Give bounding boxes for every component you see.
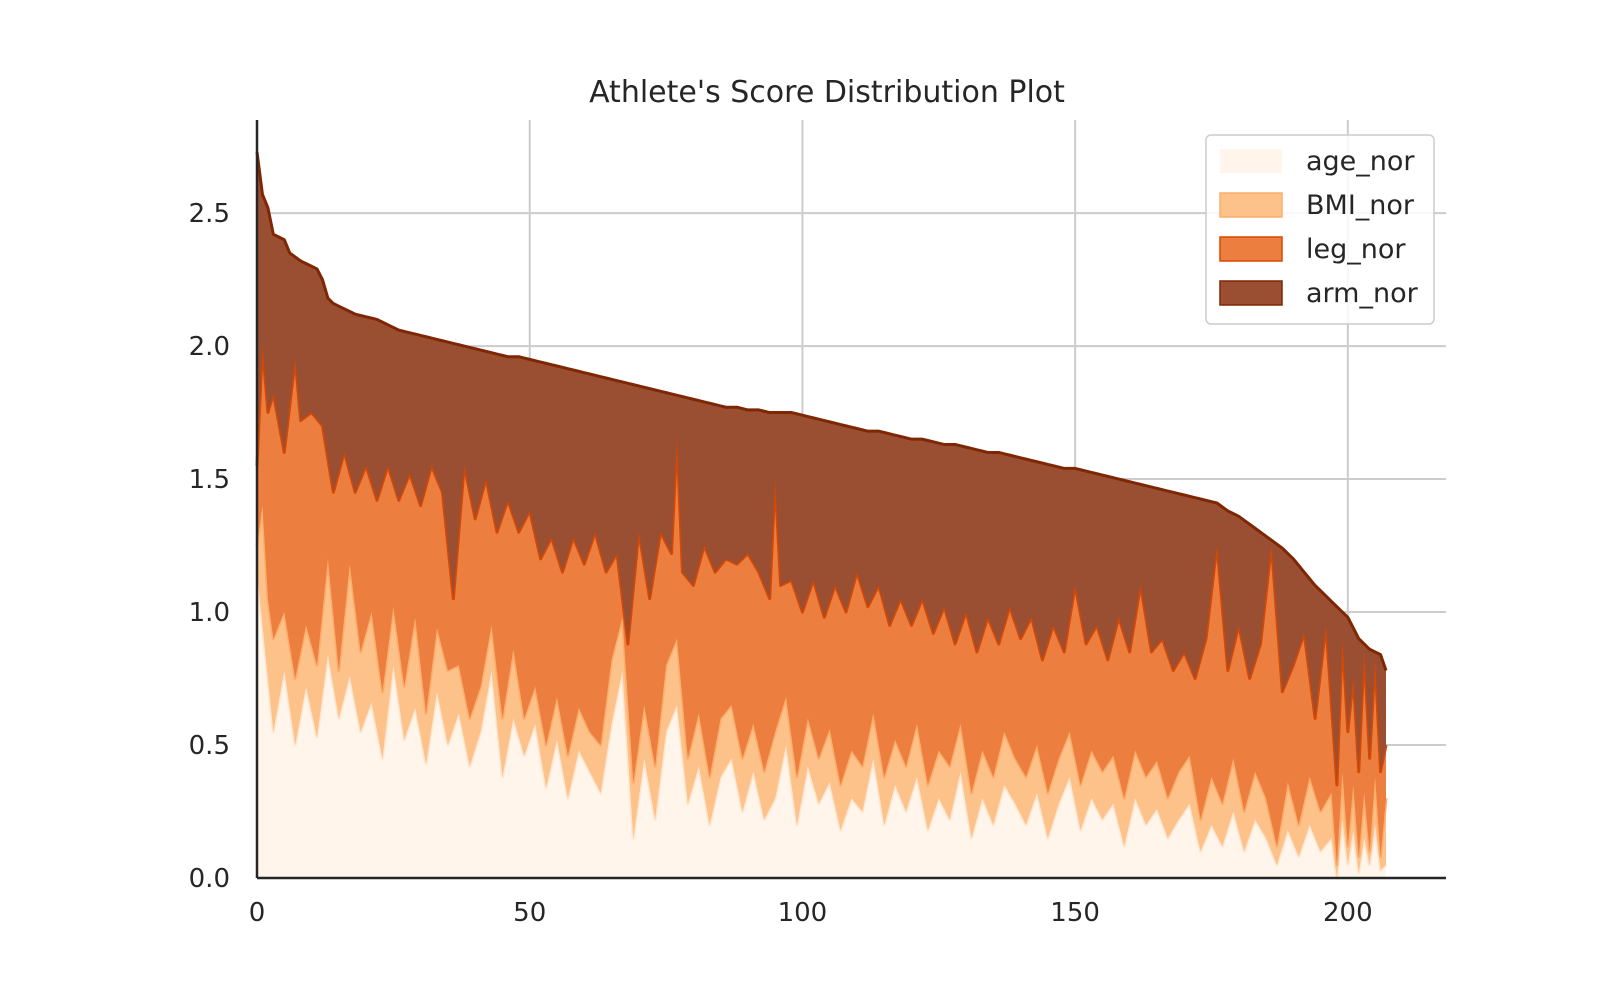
- y-tick-label: 2.0: [189, 332, 230, 362]
- legend-label-leg_nor: leg_nor: [1306, 234, 1406, 265]
- legend-label-BMI_nor: BMI_nor: [1306, 190, 1415, 221]
- y-tick-label: 0.0: [189, 864, 230, 894]
- area-BMI_nor: [257, 505, 1387, 878]
- y-tick-label: 1.0: [189, 598, 230, 628]
- legend-swatch-age_nor: [1220, 149, 1282, 173]
- legend-swatch-arm_nor: [1219, 280, 1283, 306]
- line-arm_nor: [255, 151, 1388, 672]
- x-tick-label: 0: [249, 898, 266, 928]
- y-tick-label: 1.5: [189, 465, 230, 495]
- area-age_nor: [257, 572, 1387, 878]
- y-tick-label: 0.5: [189, 731, 230, 761]
- x-tick-label: 50: [513, 898, 546, 928]
- area-leg_nor: [257, 346, 1387, 865]
- legend-label-age_nor: age_nor: [1306, 146, 1415, 177]
- area-arm_nor: [257, 151, 1387, 785]
- y-tick-label: 2.5: [189, 199, 230, 229]
- x-tick-label: 100: [778, 898, 828, 928]
- legend: age_nor BMI_nor leg_nor arm_nor: [1205, 134, 1435, 325]
- legend-label-arm_nor: arm_nor: [1306, 278, 1419, 309]
- legend-swatch-BMI_nor: [1219, 192, 1283, 218]
- stacked-areas: [255, 151, 1388, 880]
- legend-box: [1205, 134, 1435, 325]
- x-tick-label: 150: [1050, 898, 1100, 928]
- legend-swatch-leg_nor: [1219, 236, 1283, 262]
- axes: [255, 120, 1446, 880]
- chart-title: Athlete's Score Distribution Plot: [589, 75, 1065, 110]
- x-tick-label: 200: [1323, 898, 1373, 928]
- tick-labels: 0 50 100 150 200 0.0 0.5 1.0 1.5 2.0 2.5: [189, 199, 1373, 928]
